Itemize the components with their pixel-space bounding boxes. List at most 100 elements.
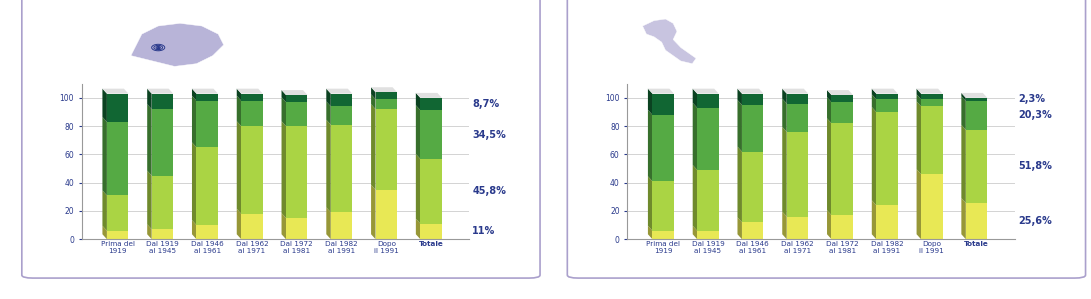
Polygon shape [237, 89, 263, 94]
Bar [652, 115, 674, 181]
Polygon shape [326, 208, 331, 239]
Polygon shape [693, 103, 697, 170]
Polygon shape [916, 89, 943, 94]
Polygon shape [648, 89, 652, 115]
Bar [152, 94, 173, 109]
Polygon shape [147, 224, 152, 239]
Bar [196, 94, 218, 101]
Polygon shape [827, 118, 831, 215]
Text: 51,8%: 51,8% [1018, 161, 1052, 171]
Bar [375, 109, 397, 190]
Bar [697, 170, 719, 231]
Bar [652, 94, 674, 115]
Polygon shape [103, 117, 107, 195]
Bar [921, 106, 943, 174]
Polygon shape [782, 127, 787, 216]
Bar [921, 174, 943, 239]
Polygon shape [131, 23, 224, 66]
Bar [652, 231, 674, 239]
Text: 34,5%: 34,5% [472, 129, 506, 140]
Bar [831, 123, 853, 215]
Bar [831, 95, 853, 102]
Bar [375, 92, 397, 99]
Polygon shape [326, 101, 331, 125]
Bar [375, 190, 397, 239]
Bar [742, 152, 764, 222]
Polygon shape [237, 121, 241, 214]
Polygon shape [738, 100, 742, 152]
Bar [107, 231, 129, 239]
Polygon shape [643, 19, 696, 64]
Polygon shape [961, 198, 966, 239]
Bar [241, 126, 263, 214]
Polygon shape [371, 104, 375, 190]
Bar [787, 216, 808, 239]
Polygon shape [782, 89, 787, 103]
Polygon shape [693, 165, 697, 231]
Polygon shape [916, 94, 921, 106]
Polygon shape [416, 219, 420, 239]
Polygon shape [281, 90, 308, 95]
Polygon shape [872, 89, 876, 99]
Polygon shape [827, 90, 853, 95]
Polygon shape [648, 176, 652, 231]
Text: 25,6%: 25,6% [1018, 216, 1052, 226]
Polygon shape [147, 104, 152, 176]
Bar [241, 214, 263, 239]
Bar [876, 205, 898, 239]
Polygon shape [237, 209, 241, 239]
Polygon shape [782, 89, 808, 94]
Polygon shape [872, 107, 876, 205]
Polygon shape [416, 154, 420, 224]
Polygon shape [281, 90, 286, 102]
Polygon shape [103, 89, 129, 94]
Polygon shape [782, 212, 787, 239]
Bar [787, 94, 808, 103]
Polygon shape [103, 89, 107, 122]
Bar [375, 99, 397, 109]
Polygon shape [961, 93, 987, 98]
Polygon shape [961, 93, 966, 101]
Polygon shape [916, 169, 921, 239]
Polygon shape [147, 89, 152, 109]
Polygon shape [738, 147, 742, 222]
Bar [966, 203, 987, 239]
Polygon shape [872, 89, 898, 94]
Bar [921, 94, 943, 99]
Polygon shape [693, 226, 697, 239]
Bar [742, 222, 764, 239]
Polygon shape [872, 94, 876, 112]
Polygon shape [192, 89, 218, 94]
Bar [286, 126, 308, 218]
Polygon shape [281, 213, 286, 239]
Bar [652, 181, 674, 231]
Bar [286, 218, 308, 239]
Bar [966, 98, 987, 101]
Bar [420, 159, 442, 224]
Text: 45,8%: 45,8% [472, 186, 506, 196]
Polygon shape [961, 96, 966, 130]
Bar [196, 101, 218, 147]
Bar [742, 105, 764, 152]
Text: 2,3%: 2,3% [1018, 94, 1045, 104]
Polygon shape [872, 200, 876, 239]
Bar [697, 94, 719, 108]
Polygon shape [371, 87, 375, 99]
Polygon shape [192, 142, 196, 225]
Polygon shape [326, 89, 352, 94]
Polygon shape [738, 217, 742, 239]
Bar [966, 130, 987, 203]
Polygon shape [961, 125, 966, 203]
Bar [420, 98, 442, 110]
Polygon shape [648, 226, 652, 239]
Bar [152, 229, 173, 239]
Bar [196, 147, 218, 225]
Bar [241, 101, 263, 126]
Text: 20,3%: 20,3% [1018, 110, 1052, 120]
Bar [107, 122, 129, 195]
Polygon shape [416, 93, 420, 110]
Polygon shape [237, 96, 241, 126]
Polygon shape [738, 89, 742, 105]
Polygon shape [693, 89, 719, 94]
Polygon shape [103, 190, 107, 231]
